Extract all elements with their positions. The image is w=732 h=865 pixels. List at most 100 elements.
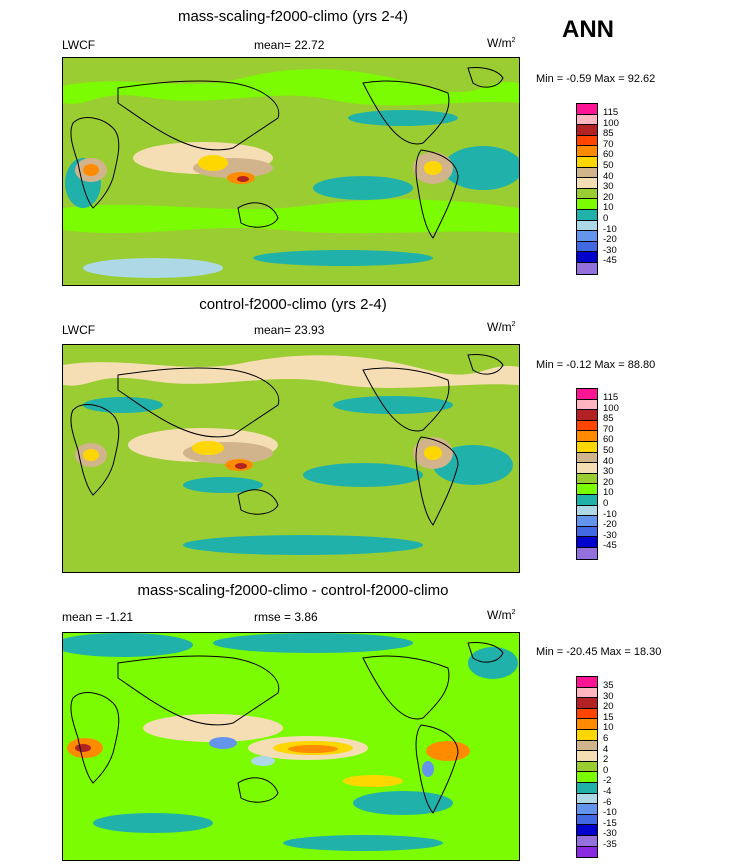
colorbar-tick-label: 20 (603, 701, 614, 713)
panel1-units: W/m2 (487, 36, 516, 50)
panel3-units: W/m2 (487, 608, 516, 622)
colorbar-tick-label: -4 (603, 785, 612, 797)
colorbar-tick-label: 20 (603, 476, 614, 488)
colorbar-tick-label: -6 (603, 796, 612, 808)
panel3-colorbar-box (577, 761, 597, 773)
colorbar-tick-label: -45 (603, 255, 617, 267)
colorbar-tick-label: 4 (603, 743, 609, 755)
panel3-colorbar-box (577, 772, 597, 783)
colorbar-tick-label: 10 (603, 722, 614, 734)
panel2-colorbar-box (577, 494, 597, 506)
colorbar-tick-label: -10 (603, 807, 617, 819)
colorbar-tick-label: -30 (603, 828, 617, 840)
panel1-colorbar-box (577, 125, 597, 136)
panel3-colorbar-box (577, 740, 597, 752)
panel1-left-label: LWCF (62, 38, 96, 52)
panel1-minmax: Min = -0.59 Max = 92.62 (536, 73, 656, 85)
colorbar-tick-label: 115 (603, 392, 619, 403)
panel1-colorbar-box (577, 156, 597, 168)
panel2-map (62, 344, 520, 573)
panel1-units-base: W/m (487, 36, 512, 50)
colorbar-tick-label: -35 (603, 838, 617, 850)
panel2-colorbar-box (577, 431, 597, 442)
panel2-colorbar-box (577, 410, 597, 421)
panel1-map-svg (63, 58, 519, 285)
panel3-colorbar-box (577, 835, 597, 847)
panel3-mean-label: mean = -1.21 (62, 610, 134, 624)
colorbar-tick-label: -30 (603, 244, 617, 256)
panel1-colorbar-box (577, 220, 597, 232)
panel3-map (62, 632, 520, 861)
panel3-rmse-label: rmse = 3.86 (254, 610, 318, 624)
panel3-colorbar-box (577, 846, 597, 858)
panel1-colorbar-box (577, 252, 597, 263)
panel1-colorbar-box (577, 104, 597, 115)
panel1-colorbar-box (577, 167, 597, 179)
panel2-units-base: W/m (487, 320, 512, 334)
colorbar-tick-label: 85 (603, 413, 614, 425)
colorbar-tick-label: 30 (603, 466, 614, 478)
colorbar-tick-label: -30 (603, 529, 617, 541)
panel3-colorbar-box (577, 804, 597, 815)
panel3-title: mass-scaling-f2000-climo - control-f2000… (137, 582, 449, 599)
panel2-units: W/m2 (487, 320, 516, 334)
colorbar-tick-label: 20 (603, 191, 614, 203)
panel2-colorbar-box (577, 526, 597, 538)
colorbar-tick-label: 115 (603, 107, 619, 118)
panel2-colorbar-box (577, 420, 597, 432)
colorbar-tick-label: 35 (603, 680, 614, 691)
panel2-colorbar-box (577, 547, 597, 559)
colorbar-tick-label: 0 (603, 212, 609, 224)
panel1-colorbar-box (577, 231, 597, 242)
panel2-colorbar-box (577, 473, 597, 485)
panel3-units-sup: 2 (511, 609, 516, 616)
panel1-colorbar-box (577, 199, 597, 210)
colorbar-tick-label: -20 (603, 234, 617, 246)
panel1-colorbar-box (577, 241, 597, 253)
panel2-colorbar-box (577, 537, 597, 548)
colorbar-tick-label: 70 (603, 138, 614, 150)
panel3-colorbar-labels: 35 30 20 15 10 6 4 2 0 -2 -4 -6 -10 -15 … (603, 680, 617, 851)
colorbar-tick-label: 30 (603, 690, 614, 702)
colorbar-tick-label: 50 (603, 444, 614, 456)
panel2-colorbar-box (577, 484, 597, 495)
panel2-units-sup: 2 (511, 321, 516, 328)
colorbar-tick-label: 50 (603, 159, 614, 171)
panel2-colorbar-labels: 115 100 85 70 60 50 40 30 20 10 0 -10 -2… (603, 392, 619, 552)
panel2-title: control-f2000-climo (yrs 2-4) (199, 296, 387, 313)
panel1-title: mass-scaling-f2000-climo (yrs 2-4) (177, 8, 409, 25)
colorbar-tick-label: 60 (603, 149, 614, 161)
panel3-map-svg (63, 633, 519, 860)
colorbar-tick-label: 60 (603, 434, 614, 446)
panel3-colorbar-box (577, 687, 597, 699)
panel1-colorbar-box (577, 135, 597, 147)
panel2-colorbar-box (577, 505, 597, 517)
colorbar-tick-label: 70 (603, 423, 614, 435)
colorbar-tick-label: 15 (603, 711, 614, 723)
colorbar-tick-label: 100 (603, 402, 619, 414)
panel1-units-sup: 2 (511, 37, 516, 44)
panel3-colorbar-box (577, 825, 597, 836)
panel1-colorbar-box (577, 114, 597, 126)
colorbar-tick-label: -10 (603, 223, 617, 235)
panel3-colorbar (576, 676, 598, 859)
panel1-map (62, 57, 520, 286)
colorbar-tick-label: 40 (603, 455, 614, 467)
colorbar-tick-label: -10 (603, 508, 617, 520)
colorbar-tick-label: 6 (603, 732, 609, 744)
colorbar-tick-label: 30 (603, 181, 614, 193)
panel2-colorbar-box (577, 463, 597, 474)
panel2-map-svg (63, 345, 519, 572)
panel2-colorbar-box (577, 389, 597, 400)
panel3-colorbar-box (577, 751, 597, 762)
panel2-colorbar-box (577, 441, 597, 453)
panel1-colorbar-box (577, 209, 597, 221)
panel2-minmax: Min = -0.12 Max = 88.80 (536, 359, 656, 371)
panel2-colorbar-box (577, 399, 597, 411)
colorbar-tick-label: 2 (603, 754, 609, 766)
panel1-colorbar-labels: 115 100 85 70 60 50 40 30 20 10 0 -10 -2… (603, 107, 619, 267)
panel3-colorbar-box (577, 793, 597, 805)
panel2-mean-label: mean= 23.93 (254, 323, 325, 337)
panel3-colorbar-box (577, 708, 597, 720)
panel3-colorbar-box (577, 719, 597, 730)
